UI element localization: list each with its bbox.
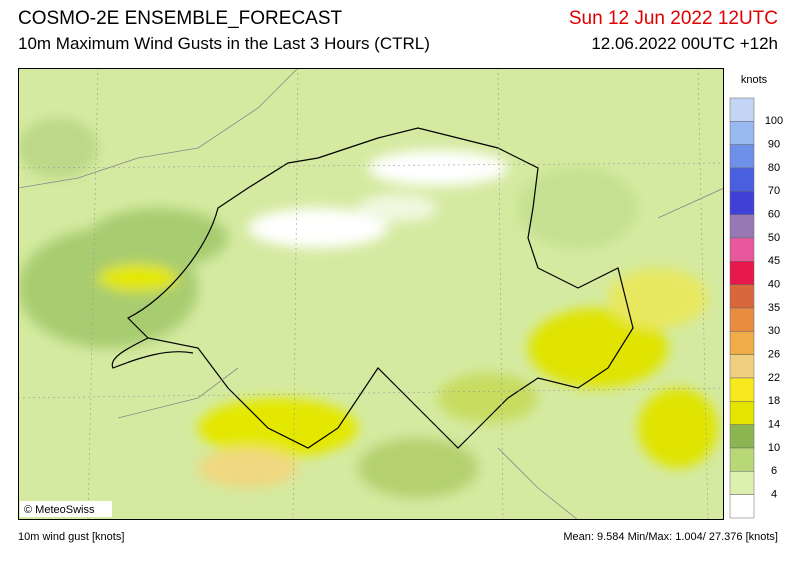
copyright-box xyxy=(20,501,112,517)
country-lines xyxy=(18,68,724,520)
map: © MeteoSwiss xyxy=(18,68,724,520)
legend-label: 18 xyxy=(768,395,780,407)
field-patches xyxy=(18,118,718,498)
legend-swatch xyxy=(729,97,755,122)
legend-label: 6 xyxy=(771,465,777,477)
legend-swatch xyxy=(729,424,755,449)
legend-label: 4 xyxy=(771,489,777,501)
legend-swatch xyxy=(729,284,755,309)
legend-swatch xyxy=(729,121,755,145)
legend-swatch xyxy=(729,494,755,519)
legend: knots 100 90 80 70 60 50 45 40 35 30 26 22 18 14 10 6 4 xyxy=(729,74,783,519)
legend-swatch xyxy=(729,354,755,379)
legend-label: 90 xyxy=(768,139,780,151)
legend-swatch xyxy=(729,167,755,192)
legend-swatch xyxy=(729,401,755,425)
legend-label: 22 xyxy=(768,372,780,384)
legend-label: 14 xyxy=(768,419,780,431)
map-frame xyxy=(18,68,724,520)
legend-swatch xyxy=(729,447,755,472)
run-time: 12.06.2022 00UTC +12h xyxy=(591,34,778,53)
legend-swatch xyxy=(729,331,755,355)
graticule xyxy=(18,68,724,520)
legend-label: 45 xyxy=(768,255,780,267)
legend-label: 40 xyxy=(768,279,780,291)
legend-label: 80 xyxy=(768,162,780,174)
legend-swatch xyxy=(729,471,755,495)
legend-swatch xyxy=(729,307,755,332)
legend-label: 100 xyxy=(765,115,783,127)
valid-time: Sun 12 Jun 2022 12UTC xyxy=(568,8,778,29)
legend-unit: knots xyxy=(741,74,768,86)
legend-label: 50 xyxy=(768,232,780,244)
title: COSMO-2E ENSEMBLE_FORECAST xyxy=(18,8,343,29)
legend-swatch xyxy=(729,261,755,285)
legend-label: 35 xyxy=(768,302,780,314)
copyright: © MeteoSwiss xyxy=(24,504,95,516)
footer-stats: Mean: 9.584 Min/Max: 1.004/ 27.376 [knot… xyxy=(563,531,778,543)
legend-swatch xyxy=(729,237,755,262)
borders xyxy=(111,127,634,449)
legend-swatch xyxy=(729,214,755,239)
legend-label: 60 xyxy=(768,209,780,221)
subtitle: 10m Maximum Wind Gusts in the Last 3 Hou… xyxy=(18,34,430,53)
footer-variable: 10m wind gust [knots] xyxy=(18,531,125,543)
legend-label: 70 xyxy=(768,185,780,197)
legend-swatch xyxy=(729,377,755,402)
legend-label: 26 xyxy=(768,349,780,361)
legend-swatch xyxy=(729,191,755,215)
legend-swatch xyxy=(729,144,755,169)
legend-label: 10 xyxy=(768,442,780,454)
legend-label: 30 xyxy=(768,325,780,337)
